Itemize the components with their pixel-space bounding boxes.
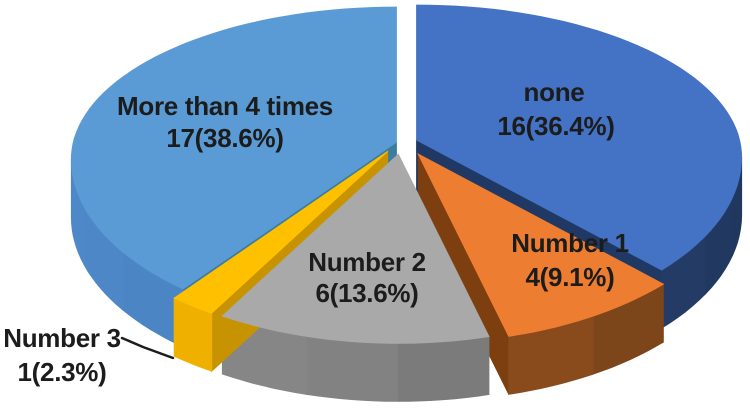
pie-3d-tops — [70, 4, 743, 344]
pie-slice-number-1-top — [417, 152, 665, 337]
pie-slice-number-2-skirt — [397, 335, 490, 402]
label-number1-name: Number 1 — [511, 228, 629, 258]
label-number2-name: Number 2 — [308, 247, 426, 277]
pie-slice-number-2-skirt — [305, 335, 399, 402]
pie-slice-number-3-top — [173, 150, 388, 314]
slice-labels: none 16(36.4%) Number 1 4(9.1%) Number 2… — [3, 77, 629, 387]
pie-slice-more-than-4-times-top — [70, 6, 397, 290]
label-number3-value: 1(2.3%) — [18, 357, 107, 387]
label-none-name: none — [524, 77, 585, 107]
label-number1-value: 4(9.1%) — [526, 262, 615, 292]
label-number3-name: Number 3 — [3, 323, 121, 353]
number3-leader-line — [120, 336, 175, 360]
label-none-value: 16(36.4%) — [497, 111, 614, 141]
pie-slice-number-2-top — [221, 153, 490, 344]
label-more4-value: 17(38.6%) — [166, 123, 283, 153]
label-number2-value: 6(13.6%) — [315, 278, 418, 308]
label-more4-name: More than 4 times — [117, 91, 333, 121]
pie-slice-none-top — [416, 4, 743, 271]
